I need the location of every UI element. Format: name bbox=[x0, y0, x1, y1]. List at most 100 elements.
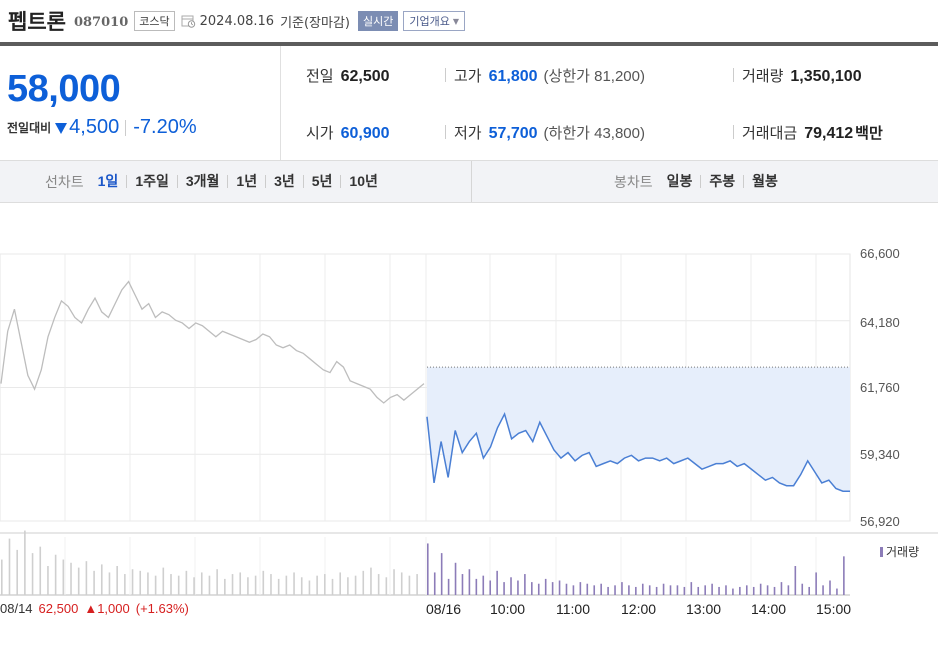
chart-canvas bbox=[0, 253, 938, 596]
y-tick-label: 66,600 bbox=[860, 246, 900, 261]
volume-bar bbox=[836, 588, 838, 595]
volume-bar bbox=[551, 582, 554, 595]
tab-5y[interactable]: 5년 bbox=[302, 174, 341, 188]
volume-bar bbox=[177, 575, 180, 595]
volume-bar bbox=[433, 572, 436, 595]
prev-day-date: 08/14 bbox=[0, 601, 33, 616]
volume-bar bbox=[808, 586, 810, 595]
stat-open: 시가 60,900 bbox=[306, 122, 390, 143]
stat-label: 거래량 bbox=[742, 68, 784, 85]
volume-bar bbox=[468, 569, 471, 595]
volume-bar bbox=[641, 583, 644, 595]
volume-bar bbox=[697, 586, 700, 595]
upper-limit: (상한가 81,200) bbox=[543, 68, 645, 85]
volume-bar bbox=[572, 585, 575, 595]
price-area-fill bbox=[427, 367, 850, 492]
x-tick-label: 12:00 bbox=[621, 601, 657, 617]
line-chart-label: 선차트 bbox=[45, 173, 84, 190]
stat-label: 시가 bbox=[306, 125, 334, 142]
tab-1w[interactable]: 1주일 bbox=[126, 174, 177, 188]
volume-legend: 거래량 bbox=[880, 543, 919, 560]
tab-1d[interactable]: 1일 bbox=[97, 173, 119, 189]
volume-bar bbox=[139, 570, 142, 595]
volume-bar bbox=[427, 543, 429, 595]
stat-divider bbox=[733, 68, 734, 82]
volume-bar bbox=[8, 538, 11, 595]
volume-bar bbox=[162, 567, 165, 595]
volume-bar bbox=[170, 574, 172, 595]
tab-monthly-candle[interactable]: 월봉 bbox=[743, 174, 786, 188]
stat-value: 1,350,100 bbox=[790, 68, 862, 85]
stat-label: 전일 bbox=[306, 68, 334, 85]
tab-10y[interactable]: 10년 bbox=[340, 174, 385, 188]
volume-bar bbox=[461, 574, 464, 595]
volume-bar bbox=[440, 553, 443, 595]
volume-bar bbox=[108, 572, 111, 595]
volume-bar bbox=[316, 575, 318, 595]
intraday-chart[interactable]: 66,600 64,180 61,760 59,340 56,920 거래량 0… bbox=[0, 203, 938, 647]
stat-prev-close: 전일 62,500 bbox=[306, 65, 390, 86]
stat-trade-value: 거래대금 79,412 백만 bbox=[742, 122, 883, 143]
volume-bar bbox=[224, 578, 226, 595]
volume-bar bbox=[614, 585, 616, 595]
prev-day-close: 62,500 bbox=[38, 601, 79, 616]
realtime-button[interactable]: 실시간 bbox=[358, 11, 399, 31]
volume-bar bbox=[408, 575, 411, 595]
volume-bar bbox=[496, 570, 498, 595]
volume-bar bbox=[600, 583, 602, 595]
company-info-dropdown[interactable]: 기업개요 ▼ bbox=[403, 11, 466, 31]
volume-bar bbox=[669, 585, 672, 595]
market-badge: 코스닥 bbox=[134, 11, 175, 31]
volume-bar bbox=[801, 583, 804, 595]
stat-divider bbox=[445, 68, 446, 82]
volume-bar bbox=[231, 574, 234, 595]
stat-divider bbox=[733, 125, 734, 139]
volume-bar bbox=[124, 574, 126, 595]
volume-bar bbox=[216, 569, 218, 595]
volume-bar bbox=[766, 585, 769, 595]
stock-code: 087010 bbox=[73, 15, 129, 30]
volume-bar bbox=[24, 530, 26, 595]
stat-value: 79,412 bbox=[804, 125, 854, 142]
volume-bar bbox=[544, 578, 547, 595]
volume-bar bbox=[100, 564, 103, 595]
change-percent: -7.20% bbox=[133, 116, 197, 138]
prev-day-change-percent: (+1.63%) bbox=[135, 601, 189, 616]
today-price-line bbox=[426, 411, 850, 492]
volume-bar bbox=[482, 575, 485, 595]
volume-bar bbox=[759, 583, 762, 595]
tab-3y[interactable]: 3년 bbox=[265, 174, 303, 188]
stat-label: 고가 bbox=[454, 68, 482, 85]
quote-date: 2024.08.16 bbox=[199, 13, 275, 29]
tab-1y[interactable]: 1년 bbox=[227, 174, 265, 188]
current-price: 58,000 bbox=[7, 68, 121, 110]
x-tick-label: 13:00 bbox=[686, 601, 722, 617]
tab-daily-candle[interactable]: 일봉 bbox=[666, 173, 693, 189]
y-tick-label: 56,920 bbox=[860, 514, 900, 529]
candle-chart-tabs: 봉차트 일봉 주봉 월봉 bbox=[614, 161, 786, 202]
volume-bar bbox=[147, 572, 149, 595]
volume-bar bbox=[510, 577, 512, 595]
volume-bar bbox=[208, 575, 211, 595]
volume-bar bbox=[475, 578, 478, 595]
volume-bar bbox=[16, 549, 18, 595]
volume-bar bbox=[718, 586, 720, 595]
volume-bar bbox=[725, 585, 727, 595]
stat-value: 60,900 bbox=[340, 125, 390, 142]
volume-bar bbox=[683, 586, 686, 595]
volume-bar bbox=[339, 572, 341, 595]
volume-bar bbox=[47, 566, 49, 595]
tab-weekly-candle[interactable]: 주봉 bbox=[700, 174, 743, 188]
x-tick-label: 15:00 bbox=[816, 601, 852, 617]
volume-bar bbox=[503, 582, 505, 595]
stat-value: 62,500 bbox=[340, 68, 390, 85]
volume-bar bbox=[711, 583, 713, 595]
stat-label: 저가 bbox=[454, 125, 482, 142]
volume-bar bbox=[489, 580, 492, 595]
volume-legend-swatch bbox=[880, 546, 883, 557]
volume-bar bbox=[704, 585, 706, 595]
tab-3m[interactable]: 3개월 bbox=[176, 174, 228, 188]
volume-bar bbox=[262, 570, 265, 595]
volume-bar bbox=[586, 583, 589, 595]
volume-bar bbox=[690, 582, 693, 595]
